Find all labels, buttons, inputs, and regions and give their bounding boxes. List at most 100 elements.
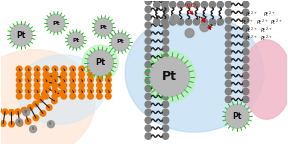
Circle shape <box>56 91 61 96</box>
Circle shape <box>225 88 232 95</box>
Circle shape <box>209 1 215 8</box>
Circle shape <box>106 88 111 93</box>
Circle shape <box>16 119 23 126</box>
Circle shape <box>145 30 151 36</box>
Circle shape <box>242 88 249 95</box>
Text: $Pt^{2+}$: $Pt^{2+}$ <box>270 18 283 27</box>
Circle shape <box>16 77 22 83</box>
Circle shape <box>88 83 93 88</box>
Circle shape <box>145 0 151 5</box>
Circle shape <box>79 77 84 83</box>
Circle shape <box>242 25 249 31</box>
Circle shape <box>225 96 232 103</box>
Circle shape <box>145 62 151 68</box>
Circle shape <box>68 32 84 48</box>
Circle shape <box>70 93 75 99</box>
Circle shape <box>242 49 249 55</box>
Circle shape <box>170 1 176 8</box>
Ellipse shape <box>242 40 288 119</box>
Circle shape <box>79 93 84 99</box>
Circle shape <box>177 19 184 25</box>
Circle shape <box>145 85 151 92</box>
Circle shape <box>217 1 223 8</box>
Circle shape <box>34 88 40 93</box>
Ellipse shape <box>0 50 95 144</box>
Circle shape <box>162 54 169 60</box>
Text: Pt: Pt <box>116 39 124 44</box>
Ellipse shape <box>125 13 264 132</box>
Circle shape <box>242 65 249 71</box>
Circle shape <box>16 93 22 99</box>
Ellipse shape <box>16 55 105 124</box>
Circle shape <box>201 19 208 25</box>
Circle shape <box>70 77 75 83</box>
Circle shape <box>150 57 190 96</box>
Circle shape <box>33 101 38 107</box>
Circle shape <box>162 6 169 13</box>
Circle shape <box>16 72 22 77</box>
Circle shape <box>34 77 40 83</box>
Circle shape <box>225 9 232 15</box>
Circle shape <box>200 23 209 32</box>
Text: $Pt^{2+}$: $Pt^{2+}$ <box>196 14 209 23</box>
Text: Pt: Pt <box>162 70 177 83</box>
Circle shape <box>242 72 249 79</box>
Text: $Pt^{2+}$: $Pt^{2+}$ <box>209 22 221 31</box>
Circle shape <box>185 19 192 25</box>
Circle shape <box>162 14 169 20</box>
Circle shape <box>217 19 223 25</box>
Circle shape <box>162 46 169 52</box>
Circle shape <box>22 107 27 113</box>
Circle shape <box>70 72 75 77</box>
Circle shape <box>27 105 33 110</box>
Circle shape <box>61 93 67 99</box>
Circle shape <box>30 126 37 133</box>
Circle shape <box>88 77 93 83</box>
Circle shape <box>111 33 129 51</box>
Text: $Pt^{2+}$: $Pt^{2+}$ <box>259 34 272 43</box>
Circle shape <box>88 50 113 76</box>
Circle shape <box>162 109 169 115</box>
Circle shape <box>38 97 43 102</box>
Circle shape <box>88 93 93 99</box>
Circle shape <box>242 96 249 103</box>
Text: $Pt^{2+}$: $Pt^{2+}$ <box>241 18 253 27</box>
Circle shape <box>52 93 58 99</box>
Circle shape <box>225 41 232 47</box>
Circle shape <box>60 74 65 80</box>
Circle shape <box>42 92 47 97</box>
Text: Pt: Pt <box>95 58 105 67</box>
Circle shape <box>52 77 58 83</box>
Circle shape <box>242 33 249 39</box>
Text: Pt: Pt <box>17 120 21 124</box>
Circle shape <box>145 77 151 84</box>
Circle shape <box>162 70 169 76</box>
Circle shape <box>106 77 111 83</box>
Circle shape <box>48 73 54 79</box>
Circle shape <box>34 72 40 77</box>
Text: $Pt^{2+}$: $Pt^{2+}$ <box>245 10 257 19</box>
Circle shape <box>162 38 169 44</box>
Circle shape <box>61 83 67 88</box>
Circle shape <box>97 88 102 93</box>
Circle shape <box>162 77 169 84</box>
Circle shape <box>43 72 49 77</box>
Circle shape <box>79 72 84 77</box>
Circle shape <box>43 77 49 83</box>
Circle shape <box>52 88 58 93</box>
Circle shape <box>16 88 22 93</box>
Circle shape <box>106 72 111 77</box>
Circle shape <box>162 22 169 28</box>
Circle shape <box>0 121 6 126</box>
Circle shape <box>242 57 249 63</box>
Circle shape <box>145 14 151 20</box>
Circle shape <box>162 117 169 123</box>
Circle shape <box>201 1 208 8</box>
Circle shape <box>225 17 232 23</box>
Circle shape <box>162 1 168 8</box>
Circle shape <box>97 72 102 77</box>
Circle shape <box>17 121 23 126</box>
Circle shape <box>145 70 151 76</box>
Circle shape <box>154 1 160 8</box>
Circle shape <box>88 88 93 93</box>
